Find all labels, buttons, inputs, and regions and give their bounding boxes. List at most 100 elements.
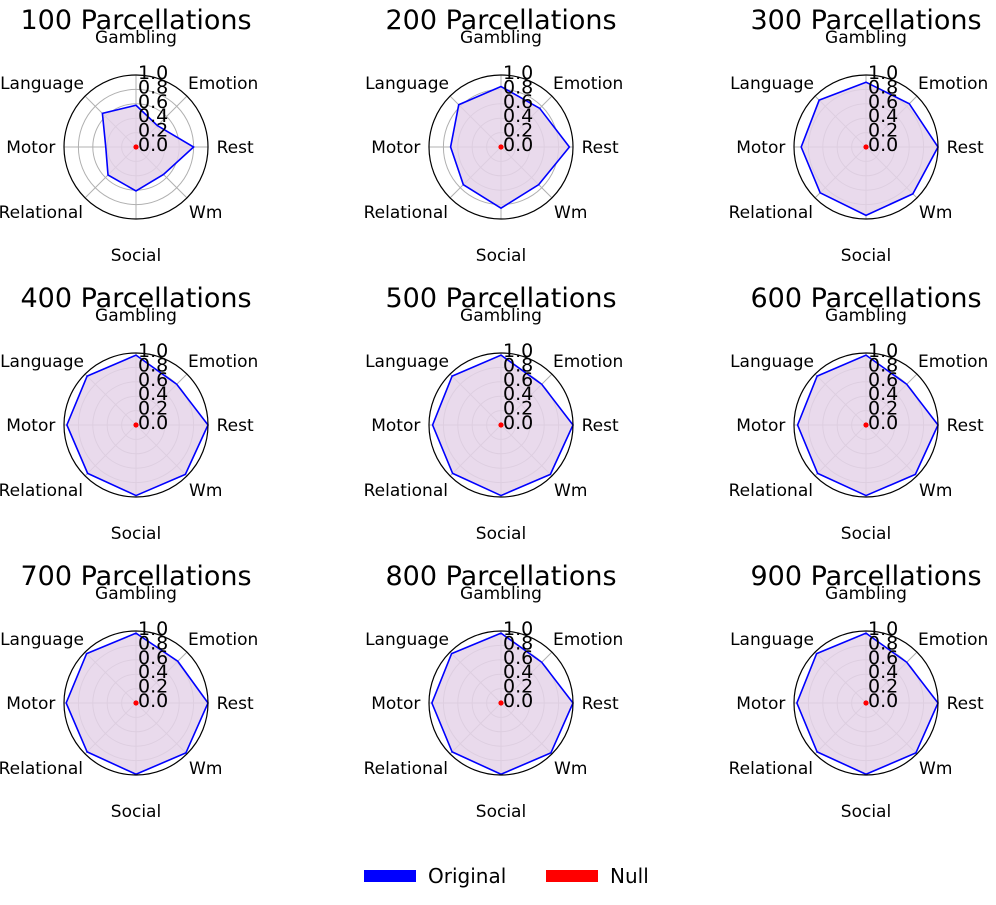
axis-label-relational: Relational xyxy=(0,481,83,501)
axis-label-social: Social xyxy=(476,524,526,544)
axis-label-wm: Wm xyxy=(919,203,952,223)
axis-label-gambling: Gambling xyxy=(825,584,907,604)
axis-label-relational: Relational xyxy=(729,759,813,779)
legend-swatch-null xyxy=(546,870,598,882)
radar-chart-5: 500 Parcellations 0.00.20.40.60.81.0 Gambl… xyxy=(364,283,624,544)
axis-label-relational: Relational xyxy=(729,481,813,501)
axis-label-emotion: Emotion xyxy=(553,74,623,94)
radial-tick-label: 0.0 xyxy=(868,134,898,156)
radar-chart-1: 100 Parcellations 0.00.20.40.60.81.0 Gambl… xyxy=(0,5,258,266)
axis-label-rest: Rest xyxy=(947,416,984,436)
axis-label-language: Language xyxy=(730,74,814,94)
radial-tick-label: 0.6 xyxy=(503,91,533,113)
axis-label-gambling: Gambling xyxy=(460,28,542,48)
axis-label-emotion: Emotion xyxy=(188,352,258,372)
axis-label-language: Language xyxy=(730,352,814,372)
radial-tick-label: 0.4 xyxy=(503,383,533,405)
axis-label-relational: Relational xyxy=(364,759,448,779)
axis-label-wm: Wm xyxy=(189,759,222,779)
radial-tick-label: 1.0 xyxy=(868,340,898,362)
axis-label-social: Social xyxy=(476,246,526,266)
radial-tick-label: 0.0 xyxy=(138,690,168,712)
radial-tick-label: 1.0 xyxy=(138,340,168,362)
axis-label-social: Social xyxy=(841,802,891,822)
axis-label-emotion: Emotion xyxy=(918,352,988,372)
axis-label-social: Social xyxy=(476,802,526,822)
axis-label-language: Language xyxy=(0,630,84,650)
radial-tick-label: 0.0 xyxy=(503,690,533,712)
outer-circle xyxy=(793,630,939,776)
axis-label-rest: Rest xyxy=(217,138,254,158)
outer-circle xyxy=(793,74,939,220)
radar-chart-6: 600 Parcellations 0.00.20.40.60.81.0 Gambl… xyxy=(729,283,989,544)
radar-chart-7: 700 Parcellations 0.00.20.40.60.81.0 Gambl… xyxy=(0,561,258,822)
chart-title: 100 Parcellations xyxy=(20,5,251,36)
radial-tick-label: 0.8 xyxy=(138,76,168,98)
axis-label-social: Social xyxy=(111,802,161,822)
chart-title: 200 Parcellations xyxy=(385,5,616,36)
series-original xyxy=(101,104,195,192)
axis-label-emotion: Emotion xyxy=(188,74,258,94)
legend-label-original: Original xyxy=(428,864,507,888)
axis-label-relational: Relational xyxy=(0,203,83,223)
radial-tick-label: 0.0 xyxy=(868,690,898,712)
chart-title: 400 Parcellations xyxy=(20,283,251,314)
axis-label-language: Language xyxy=(0,352,84,372)
axis-label-motor: Motor xyxy=(371,416,420,436)
radial-tick-label: 1.0 xyxy=(868,618,898,640)
chart-title: 700 Parcellations xyxy=(20,561,251,592)
radial-tick-label: 0.4 xyxy=(503,661,533,683)
radial-tick-label: 0.8 xyxy=(138,354,168,376)
axis-label-language: Language xyxy=(730,630,814,650)
axis-label-rest: Rest xyxy=(582,694,619,714)
series-null xyxy=(863,144,869,150)
radar-chart-8: 800 Parcellations 0.00.20.40.60.81.0 Gambl… xyxy=(364,561,624,822)
axis-label-emotion: Emotion xyxy=(918,74,988,94)
radial-tick-label: 1.0 xyxy=(868,62,898,84)
axis-label-language: Language xyxy=(365,630,449,650)
radial-tick-label: 0.4 xyxy=(868,105,898,127)
axis-label-wm: Wm xyxy=(554,759,587,779)
axis-label-rest: Rest xyxy=(582,416,619,436)
radial-tick-label: 0.8 xyxy=(503,354,533,376)
radial-tick-label: 0.0 xyxy=(503,412,533,434)
radial-tick-label: 0.2 xyxy=(138,676,168,698)
radial-tick-label: 0.4 xyxy=(138,105,168,127)
radial-tick-label: 0.2 xyxy=(868,120,898,142)
radial-tick-label: 0.4 xyxy=(868,383,898,405)
radial-tick-label: 0.8 xyxy=(503,632,533,654)
radial-tick-label: 0.6 xyxy=(868,647,898,669)
radar-chart-9: 900 Parcellations 0.00.20.40.60.81.0 Gambl… xyxy=(729,561,989,822)
outer-circle xyxy=(428,74,574,220)
legend-item-original: Original xyxy=(364,864,506,888)
axis-label-gambling: Gambling xyxy=(825,28,907,48)
axis-label-language: Language xyxy=(365,74,449,94)
radial-tick-label: 1.0 xyxy=(138,618,168,640)
chart-title: 900 Parcellations xyxy=(750,561,981,592)
axis-label-motor: Motor xyxy=(6,694,55,714)
series-null xyxy=(133,422,139,428)
radar-chart-2: 200 Parcellations 0.00.20.40.60.81.0 Gambl… xyxy=(364,5,624,266)
axis-label-emotion: Emotion xyxy=(553,630,623,650)
axis-label-relational: Relational xyxy=(364,481,448,501)
radial-tick-label: 0.0 xyxy=(138,134,168,156)
axis-label-motor: Motor xyxy=(371,694,420,714)
axis-label-gambling: Gambling xyxy=(460,306,542,326)
radar-chart-3: 300 Parcellations 0.00.20.40.60.81.0 Gambl… xyxy=(729,5,989,266)
series-null xyxy=(498,144,504,150)
outer-circle xyxy=(428,352,574,498)
radial-tick-label: 0.2 xyxy=(503,398,533,420)
axis-label-motor: Motor xyxy=(371,138,420,158)
axis-label-rest: Rest xyxy=(947,694,984,714)
radial-tick-label: 0.6 xyxy=(503,369,533,391)
series-null xyxy=(498,422,504,428)
axis-label-gambling: Gambling xyxy=(825,306,907,326)
axis-label-emotion: Emotion xyxy=(918,630,988,650)
legend-item-null: Null xyxy=(546,864,649,888)
outer-circle xyxy=(793,352,939,498)
radial-tick-label: 0.0 xyxy=(503,134,533,156)
axis-label-wm: Wm xyxy=(554,481,587,501)
axis-label-language: Language xyxy=(0,74,84,94)
radial-tick-label: 0.2 xyxy=(138,398,168,420)
axis-label-social: Social xyxy=(111,524,161,544)
